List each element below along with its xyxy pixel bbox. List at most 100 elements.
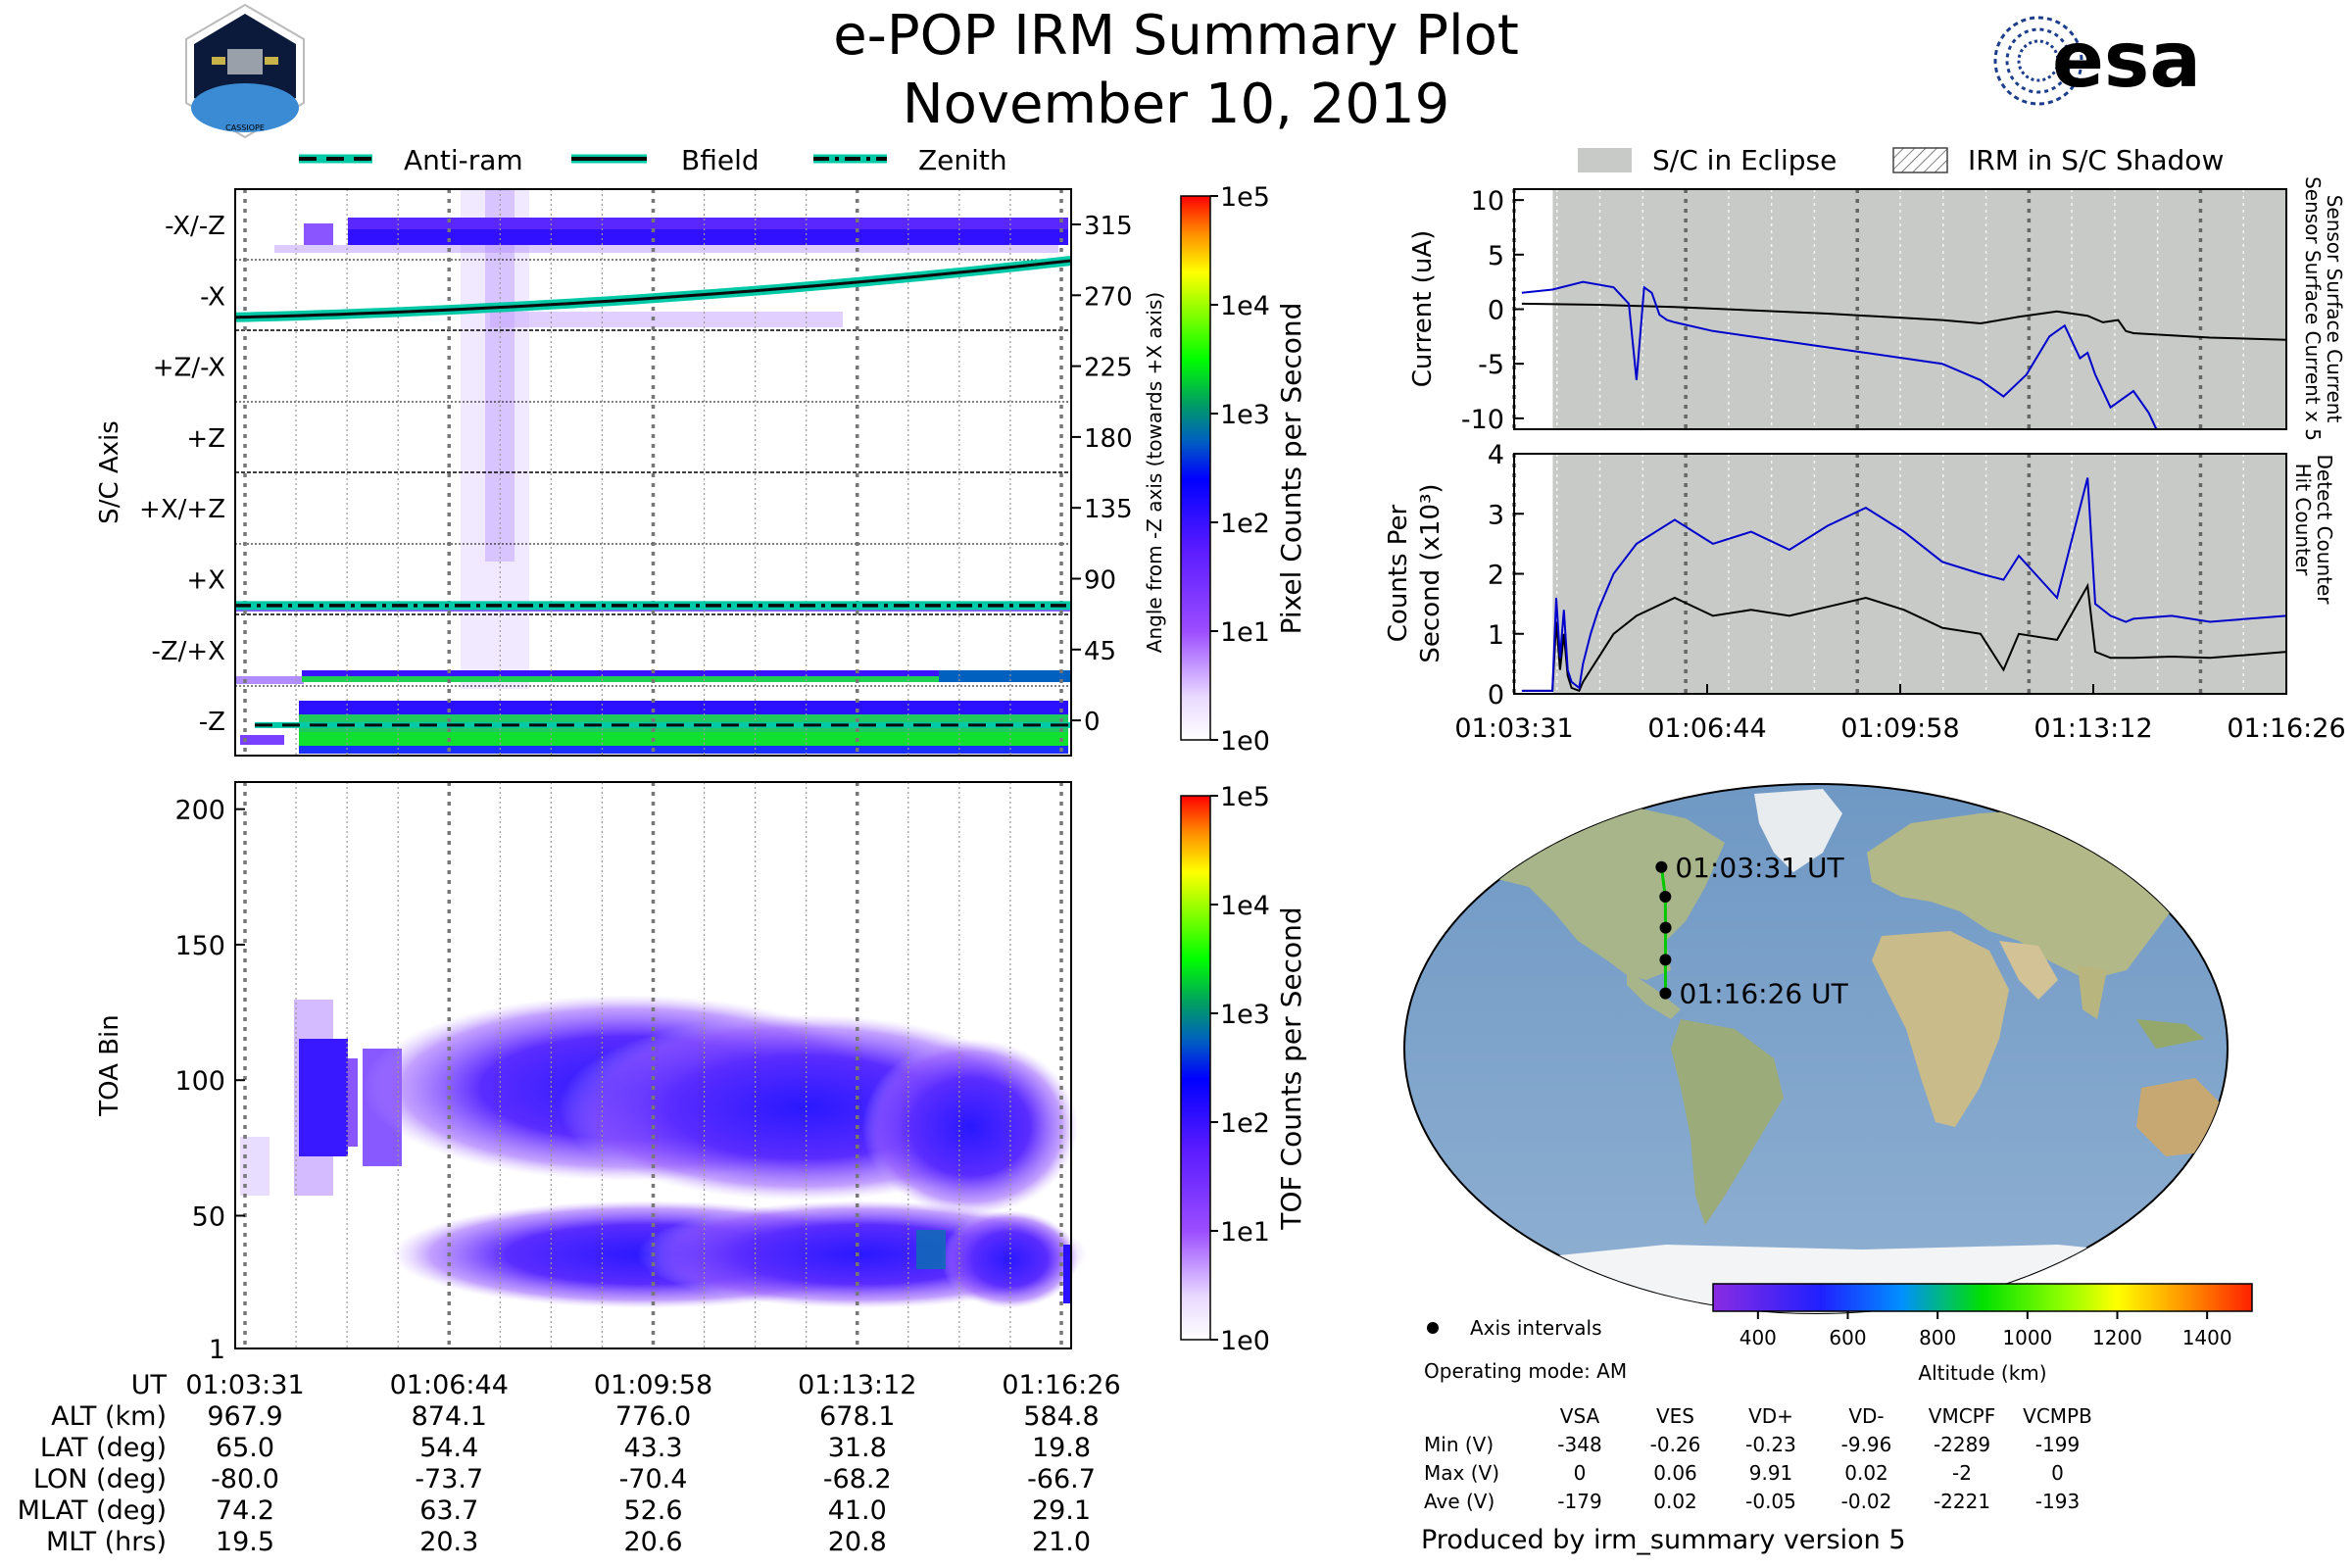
- colorbar-tick-label: 1e4: [1220, 891, 1270, 921]
- altitude-tick-label: 600: [1829, 1326, 1866, 1349]
- y-tick-label: -5: [1478, 350, 1504, 380]
- voltage-value: -9.96: [1841, 1433, 1892, 1456]
- sensor-surface-current-line: [1521, 302, 2287, 341]
- x-tick-label: 01:09:58: [1840, 713, 1959, 744]
- axis-legend: Anti-ram Bfield Zenith: [299, 144, 1007, 176]
- axis-intervals-legend: Axis intervals: [1427, 1316, 1602, 1340]
- map-start-label: 01:03:31 UT: [1675, 852, 1844, 884]
- x-tick-label: 01:06:44: [1647, 713, 1766, 744]
- pixel-colorbar: 1e5 1e4 1e3 1e2 1e1 1e0 Pixel Counts per Seco…: [1180, 182, 1307, 757]
- voltage-column-header: VSA: [1560, 1404, 1600, 1428]
- angle-tick-labels: 315 270 225 180 135 90 45 0: [1071, 212, 1133, 737]
- voltage-row-label: Min (V): [1424, 1433, 1494, 1456]
- voltage-value: -2289: [1934, 1433, 1990, 1456]
- ephemeris-value: 52.6: [623, 1495, 682, 1526]
- axis-interval-marker-icon: [1427, 1322, 1439, 1334]
- ephemeris-value: 874.1: [412, 1401, 487, 1432]
- colorbar-tick-label: 1e2: [1220, 509, 1270, 539]
- ephemeris-value: 678.1: [819, 1401, 895, 1432]
- voltage-value: -0.26: [1650, 1433, 1701, 1456]
- toa-bin-ylabel: TOA Bin: [95, 1014, 124, 1116]
- y-tick-label: 0: [1488, 296, 1504, 326]
- angle-tick-label: 180: [1084, 424, 1133, 454]
- voltage-value: 0.02: [1653, 1490, 1697, 1513]
- pixel-colorbar-label: Pixel Counts per Second: [1275, 303, 1307, 635]
- angle-tick-label: 315: [1084, 212, 1133, 241]
- ephemeris-value: 74.2: [216, 1495, 274, 1526]
- map-end-label: 01:16:26 UT: [1679, 978, 1848, 1010]
- toa-bin-ticks: 200 150 100 50 1: [174, 796, 245, 1365]
- footer-text: Produced by irm_summary version 5: [1421, 1525, 1906, 1555]
- altitude-colorbar: 400 600 800 1000 1200 1400 Altitude (km): [1712, 1283, 2253, 1385]
- toa-tick-label: 1: [209, 1335, 225, 1365]
- colorbar-tick-label: 1e5: [1220, 182, 1270, 213]
- y-tick-label: 5: [1488, 241, 1504, 271]
- counts-right-label-blue: Detect Counter: [2313, 455, 2336, 606]
- ephemeris-time: 01:09:58: [594, 1370, 712, 1400]
- ephemeris-value: 29.1: [1032, 1495, 1091, 1526]
- axis-interval-point: [1659, 890, 1672, 903]
- sc-axis-label: -X/-Z: [165, 212, 225, 241]
- pixel-band-segment: [240, 735, 284, 745]
- y-tick-label: 2: [1488, 561, 1504, 591]
- altitude-tick-label: 1400: [2182, 1326, 2232, 1349]
- sc-axis-label: -X: [200, 282, 225, 312]
- pixel-band-segment: [299, 732, 1068, 746]
- ephemeris-value: 967.9: [207, 1401, 282, 1432]
- ephemeris-value: 20.6: [623, 1527, 682, 1557]
- pixel-band-segment: [348, 229, 1068, 245]
- legend-eclipse: S/C in Eclipse: [1652, 144, 1837, 176]
- altitude-tick-label: 1200: [2092, 1326, 2142, 1349]
- ephemeris-value: 41.0: [828, 1495, 887, 1526]
- axis-interval-points: [1655, 860, 1672, 1000]
- tof-heatmap-panel: 200 150 100 50 1 TOA Bin: [95, 781, 1088, 1365]
- pixel-band-segment: [235, 676, 304, 684]
- angle-tick-label: 225: [1084, 354, 1133, 383]
- ephemeris-row-label: MLT (hrs): [46, 1527, 167, 1557]
- current-y-ticks: 10 5 0 -5 -10: [1461, 186, 1524, 435]
- voltage-value: -199: [2035, 1433, 2080, 1456]
- tof-time-gridlines: [243, 782, 1063, 1348]
- colorbar-tick-label: 1e0: [1220, 1326, 1270, 1356]
- voltage-column-header: VD+: [1748, 1404, 1793, 1428]
- tof-colorbar-label: TOF Counts per Second: [1275, 906, 1307, 1230]
- cassiope-logo-text: CASSIOPE: [225, 123, 265, 132]
- pixel-band-segment: [304, 223, 333, 245]
- sc-axis-label: +Z/-X: [153, 354, 225, 383]
- x-tick-label: 01:03:31: [1454, 713, 1573, 744]
- pixel-band-segment: [299, 746, 1068, 754]
- altitude-tick-label: 800: [1919, 1326, 1956, 1349]
- ephemeris-time: 01:03:31: [185, 1370, 304, 1400]
- current-ylabel: Current (uA): [1408, 230, 1438, 387]
- ephemeris-value: -68.2: [823, 1464, 892, 1494]
- voltage-value: -179: [1557, 1490, 1601, 1513]
- sc-axis-label: -Z: [199, 708, 225, 737]
- colorbar-tick-label: 1e5: [1220, 782, 1270, 812]
- counts-ylabel: Counts Per: [1384, 504, 1413, 642]
- pixel-band-segment: [274, 245, 1058, 253]
- ephemeris-time: 01:06:44: [390, 1370, 509, 1400]
- ephemeris-value: 65.0: [216, 1433, 274, 1463]
- ephemeris-value: 63.7: [419, 1495, 478, 1526]
- axis-interval-point: [1659, 954, 1672, 966]
- cassiope-logo: CASSIOPE: [185, 3, 305, 139]
- pixel-time-gridlines: [243, 189, 1063, 756]
- altitude-tick-label: 400: [1740, 1326, 1777, 1349]
- tof-colorbar: 1e5 1e4 1e3 1e2 1e1 1e0 TOF Counts per Second: [1180, 782, 1307, 1356]
- ephemeris-time: 01:16:26: [1002, 1370, 1120, 1400]
- tof-heatmap-frame: [234, 781, 1072, 1349]
- y-tick-label: 0: [1488, 680, 1504, 710]
- hit-counter-line: [1521, 582, 2287, 693]
- angle-axis-label: Angle from -Z axis (towards +X axis): [1143, 292, 1166, 653]
- ephemeris-value: -66.7: [1027, 1464, 1096, 1494]
- shade-legend: S/C in Eclipse IRM in S/C Shadow: [1578, 144, 2224, 176]
- angle-tick-label: 45: [1084, 637, 1116, 666]
- colorbar-tick-label: 1e0: [1220, 726, 1270, 757]
- voltage-row-label: Max (V): [1424, 1461, 1499, 1485]
- ephemeris-value: 776.0: [615, 1401, 691, 1432]
- pixel-band-segment: [348, 218, 1068, 229]
- esa-logo: esa: [1993, 16, 2201, 106]
- x-tick-label: 01:13:12: [2034, 713, 2152, 744]
